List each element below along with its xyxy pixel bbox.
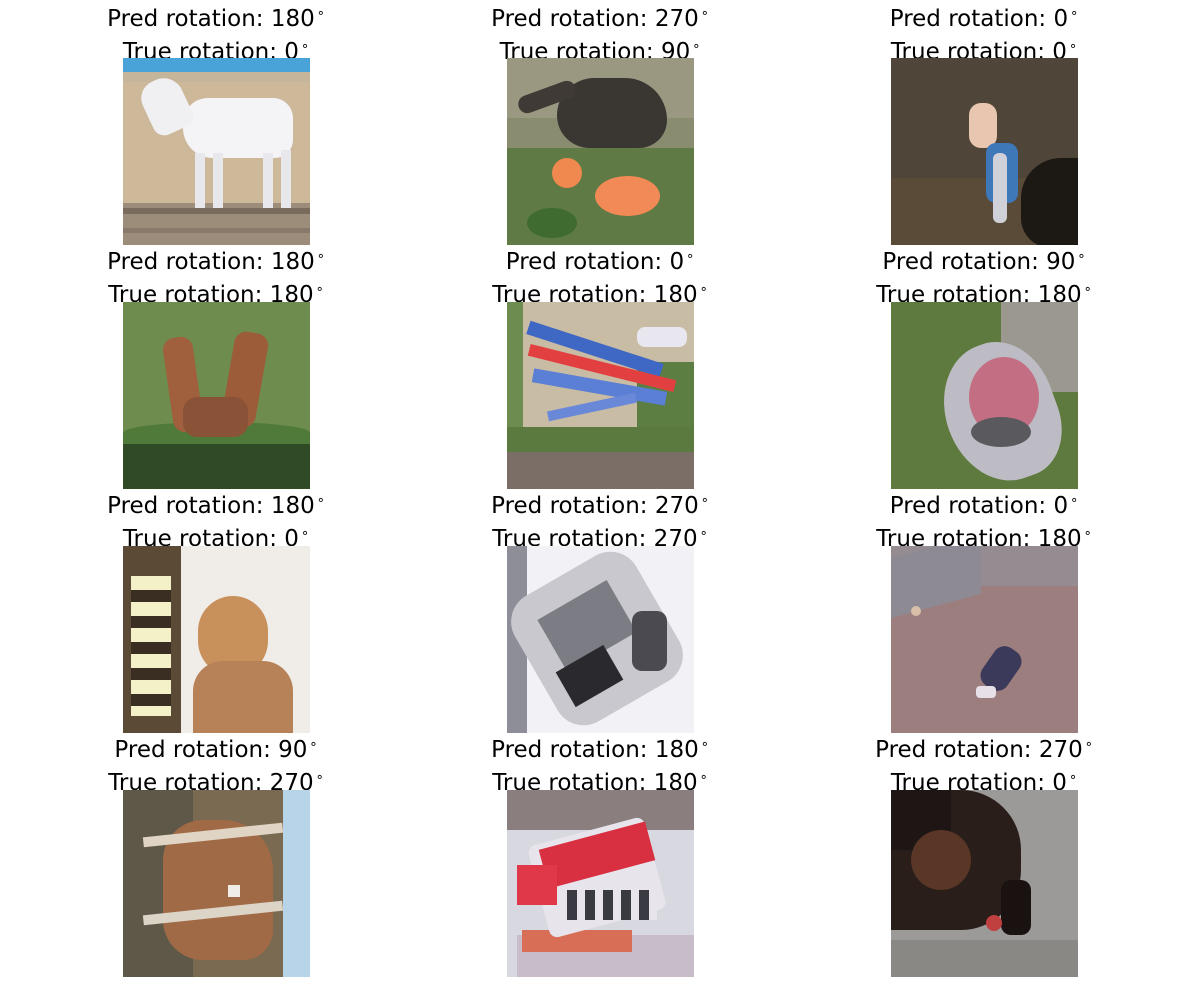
panel-title-3: Pred rotation: 0 ∘ True rotation: 0 ∘ bbox=[889, 6, 1079, 65]
pred-rotation-text: Pred rotation: 0 bbox=[505, 249, 685, 275]
pred-rotation-text: Pred rotation: 270 bbox=[875, 737, 1083, 763]
small-bird-ground-image bbox=[891, 546, 1078, 733]
red-truck-image bbox=[507, 790, 694, 977]
pred-rotation-text: Pred rotation: 180 bbox=[107, 493, 315, 519]
pred-rotation-text: Pred rotation: 270 bbox=[491, 6, 699, 32]
pred-rotation-text: Pred rotation: 270 bbox=[491, 493, 699, 519]
panel-title-8: Pred rotation: 270 ∘ True rotation: 270 ∘ bbox=[491, 493, 709, 552]
brown-horse-image bbox=[123, 790, 310, 977]
panel-title-9: Pred rotation: 0 ∘ True rotation: 180 ∘ bbox=[876, 493, 1092, 552]
panel-title-5: Pred rotation: 0 ∘ True rotation: 180 ∘ bbox=[492, 249, 708, 308]
bird-dark-background-image bbox=[891, 58, 1078, 245]
pred-rotation-text: Pred rotation: 180 bbox=[107, 6, 315, 32]
panel-title-11: Pred rotation: 180 ∘ True rotation: 180 ∘ bbox=[491, 737, 709, 796]
pred-rotation-text: Pred rotation: 0 bbox=[889, 6, 1069, 32]
white-car-image bbox=[507, 546, 694, 733]
pred-rotation-text: Pred rotation: 90 bbox=[114, 737, 308, 763]
dog-window-image bbox=[123, 546, 310, 733]
panel-title-7: Pred rotation: 180 ∘ True rotation: 0 ∘ bbox=[107, 493, 325, 552]
panel-title-4: Pred rotation: 180 ∘ True rotation: 180 ∘ bbox=[107, 249, 325, 308]
pred-rotation-text: Pred rotation: 90 bbox=[882, 249, 1076, 275]
panel-title-2: Pred rotation: 270 ∘ True rotation: 90 ∘ bbox=[491, 6, 709, 65]
pred-rotation-text: Pred rotation: 180 bbox=[491, 737, 699, 763]
deer-grass-image bbox=[123, 302, 310, 489]
panel-title-12: Pred rotation: 270 ∘ True rotation: 0 ∘ bbox=[875, 737, 1093, 796]
pred-rotation-text: Pred rotation: 180 bbox=[107, 249, 315, 275]
panel-title-10: Pred rotation: 90 ∘ True rotation: 270 ∘ bbox=[108, 737, 324, 796]
dark-animal-road-image bbox=[891, 790, 1078, 977]
dark-animal-flowers-image bbox=[507, 58, 694, 245]
airplane-image bbox=[507, 302, 694, 489]
panel-title-1: Pred rotation: 180 ∘ True rotation: 0 ∘ bbox=[107, 6, 325, 65]
pred-rotation-text: Pred rotation: 0 bbox=[889, 493, 1069, 519]
panel-title-6: Pred rotation: 90 ∘ True rotation: 180 ∘ bbox=[876, 249, 1092, 308]
bird-grass-image bbox=[891, 302, 1078, 489]
white-horse-image bbox=[123, 58, 310, 245]
